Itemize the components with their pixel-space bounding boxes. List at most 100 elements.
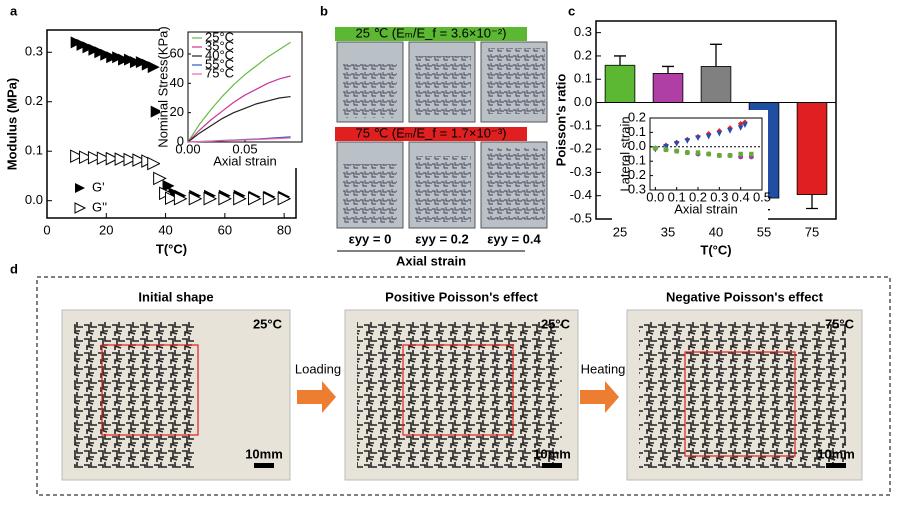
point — [79, 150, 93, 164]
point — [203, 191, 218, 206]
panel-label: d — [10, 261, 18, 276]
lattice — [343, 164, 397, 224]
y-tick-label: -0.1 — [624, 153, 646, 168]
line — [187, 41, 291, 143]
point — [114, 152, 129, 166]
bar — [604, 64, 636, 103]
x-tick-label: 20 — [99, 222, 113, 237]
x-tick-label: 0 — [43, 222, 50, 237]
point — [653, 146, 658, 151]
point — [150, 105, 163, 118]
scale-label: 10mm — [533, 446, 571, 461]
y-tick-label: -0.2 — [570, 141, 592, 156]
x-tick-label: 0.3 — [710, 189, 728, 204]
y-axis-label: Poisson's ratio — [553, 74, 568, 167]
scale-label: 10mm — [817, 446, 855, 461]
axis-label: Axial strain — [396, 253, 466, 268]
legend-label: 55°C — [205, 56, 234, 71]
point — [165, 191, 179, 206]
point — [685, 150, 690, 155]
point — [218, 191, 232, 206]
y-tick-label: -0.2 — [624, 167, 646, 182]
point — [132, 153, 147, 167]
y-tick-label: -0.5 — [570, 210, 592, 225]
photo-title: Positive Poisson's effect — [385, 289, 538, 304]
strain-label: εyy = 0.4 — [487, 231, 541, 246]
y-tick-label: 20 — [170, 104, 184, 119]
y-tick-label: 0.0 — [628, 138, 646, 153]
point — [262, 191, 277, 206]
point — [717, 153, 722, 158]
point — [173, 191, 188, 206]
legend-label: G'' — [92, 199, 107, 214]
point — [706, 151, 711, 157]
x-tick-label: 0.0 — [646, 189, 664, 204]
y-tick-label: 0.1 — [628, 124, 646, 139]
y-tick-label: 0.2 — [574, 47, 592, 62]
y-axis-label: Nominal Stress(KPa) — [155, 26, 170, 147]
point — [695, 150, 701, 155]
error-bar — [662, 65, 674, 74]
legend-marker — [75, 183, 85, 193]
point — [737, 120, 744, 127]
condition-label: 25 ℃ (Eₘ/E_f = 3.6×10⁻²) — [356, 25, 507, 40]
arrow — [297, 381, 336, 413]
y-tick-label: 0.3 — [574, 24, 592, 39]
point — [87, 150, 102, 165]
temperature: 25°C — [253, 316, 283, 331]
x-tick-label: 40 — [158, 222, 172, 237]
lattice — [487, 148, 545, 220]
y-tick-label: -0.3 — [624, 181, 646, 196]
scale-label: 10mm — [245, 446, 283, 461]
point — [738, 151, 743, 157]
bar — [796, 102, 828, 195]
point — [705, 133, 712, 140]
y-axis-label: Modulus (MPa) — [4, 78, 19, 170]
point — [737, 125, 744, 131]
point — [742, 122, 748, 128]
point — [727, 128, 733, 134]
line — [187, 137, 291, 143]
condition-label: 75 ℃ (Eₘ/E_f = 1.7×10⁻³) — [356, 125, 507, 140]
scale-bar — [826, 463, 846, 468]
error-bar — [806, 194, 818, 210]
y-tick-label: 60 — [170, 45, 184, 60]
point — [147, 156, 161, 171]
point — [277, 191, 292, 206]
point — [233, 191, 247, 206]
x-tick-label: 0.1 — [668, 189, 686, 204]
point — [188, 191, 203, 206]
point — [147, 61, 160, 74]
point — [749, 151, 754, 157]
scale-bar — [542, 463, 562, 468]
point — [674, 148, 679, 154]
x-tick-label: 0.05 — [232, 141, 257, 156]
strain-label: εyy = 0 — [349, 231, 392, 246]
x-tick-label: 55 — [757, 224, 771, 239]
x-axis-label: T(°C) — [700, 242, 731, 257]
panel-label: b — [320, 3, 328, 18]
x-tick-label: 0.4 — [732, 189, 750, 204]
x-tick-label: 75 — [805, 224, 819, 239]
photo-title: Initial shape — [138, 289, 213, 304]
photo-title: Negative Poisson's effect — [666, 289, 824, 304]
lattice — [357, 322, 562, 468]
point — [684, 138, 691, 144]
x-axis-label: Axial strain — [213, 153, 277, 168]
x-tick-label: 0.00 — [175, 141, 200, 156]
y-tick-label: -0.1 — [570, 117, 592, 132]
temperature: 75°C — [825, 316, 855, 331]
lattice — [415, 156, 471, 222]
point — [727, 153, 733, 158]
y-tick-label: 0.2 — [25, 93, 43, 108]
x-tick-label: 0.5 — [753, 189, 771, 204]
error-bar — [710, 43, 722, 67]
lattice — [639, 322, 846, 468]
point — [123, 152, 138, 167]
bar — [700, 66, 732, 103]
point — [70, 149, 84, 163]
legend-label: G' — [92, 179, 105, 194]
y-tick-label: -0.3 — [570, 164, 592, 179]
